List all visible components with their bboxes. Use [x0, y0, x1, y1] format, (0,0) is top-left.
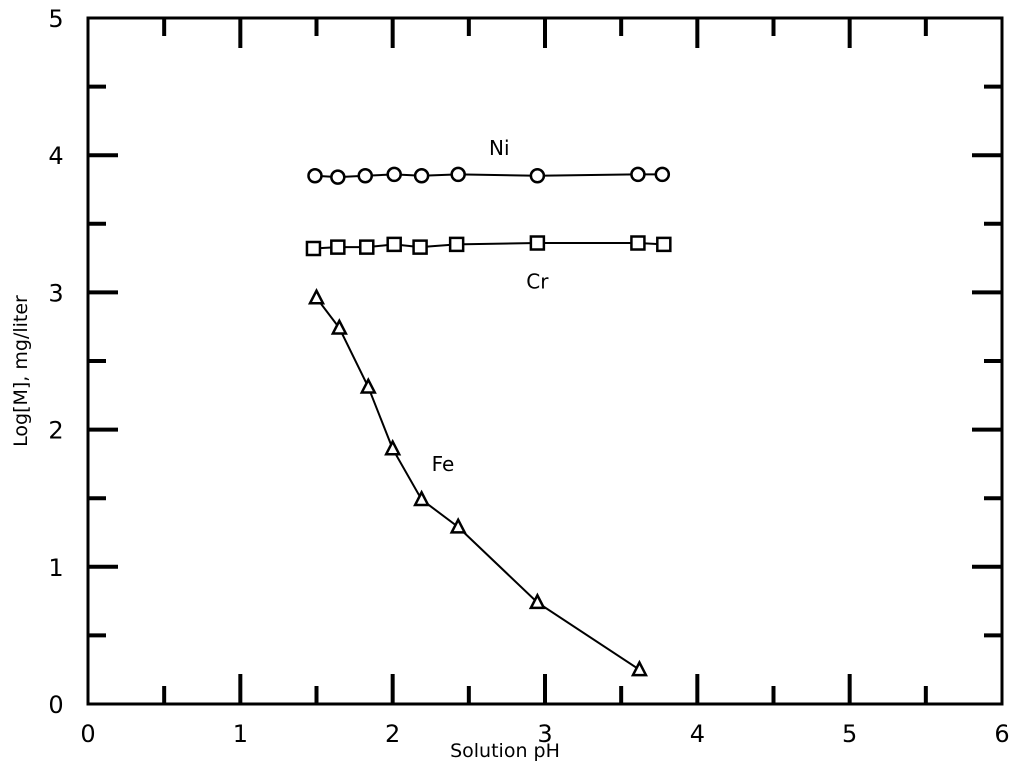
data-point-circle	[386, 166, 402, 183]
data-point-circle	[630, 166, 646, 183]
series-layer: Ni Cr Fe	[305, 136, 672, 677]
data-point-circle	[450, 166, 466, 183]
data-point-triangle	[330, 318, 348, 335]
data-point-square	[386, 236, 402, 253]
data-point-square	[330, 239, 346, 255]
x-tick-label: 5	[842, 720, 857, 748]
data-point-triangle	[630, 659, 648, 677]
data-point-square	[305, 240, 322, 257]
series-label-ni: Ni	[489, 136, 510, 160]
data-point-square	[529, 235, 546, 251]
data-point-square	[359, 239, 375, 255]
x-axis-label: Solution pH	[450, 740, 560, 762]
data-point-square	[412, 239, 428, 255]
data-point-triangle	[359, 377, 377, 394]
plot-frame	[86, 16, 1004, 706]
x-tick-label: 2	[385, 720, 400, 748]
data-point-circle	[529, 168, 546, 184]
data-point-circle	[307, 168, 323, 184]
x-tick-label: 1	[233, 720, 248, 748]
data-point-circle	[413, 168, 430, 184]
data-point-circle	[357, 168, 373, 184]
y-tick-label: 5	[48, 5, 63, 33]
x-tick-label: 6	[994, 720, 1009, 748]
y-tick-label: 0	[48, 691, 63, 719]
data-point-circle	[330, 169, 346, 185]
y-tick-label: 1	[48, 554, 63, 582]
data-point-circle	[654, 166, 671, 183]
data-point-triangle	[528, 592, 546, 610]
y-tick-label: 4	[48, 142, 63, 170]
data-point-square	[630, 235, 646, 251]
x-tick-label: 4	[690, 720, 705, 748]
data-point-triangle	[413, 489, 431, 507]
series-cr: Cr	[305, 235, 672, 293]
data-point-square	[448, 236, 465, 253]
y-tick-label: 3	[48, 279, 63, 307]
y-tick-label: 2	[48, 417, 63, 445]
x-axis-ticks: 0 1 2 3 4 5 6	[80, 18, 1010, 748]
series-label-fe: Fe	[432, 452, 455, 476]
series-line-fe	[315, 297, 640, 671]
x-tick-label: 3	[537, 720, 552, 748]
y-axis-ticks: 0 1 2 3 4 5	[48, 5, 1002, 719]
data-point-triangle	[449, 517, 467, 534]
series-fe: Fe	[307, 287, 648, 677]
data-point-triangle	[307, 287, 326, 305]
series-ni: Ni	[307, 136, 671, 185]
data-point-triangle	[384, 438, 402, 456]
data-point-square	[656, 236, 672, 253]
y-axis-label: Log[M], mg/liter	[10, 295, 32, 447]
x-tick-label: 0	[80, 720, 95, 748]
series-label-cr: Cr	[526, 269, 549, 293]
